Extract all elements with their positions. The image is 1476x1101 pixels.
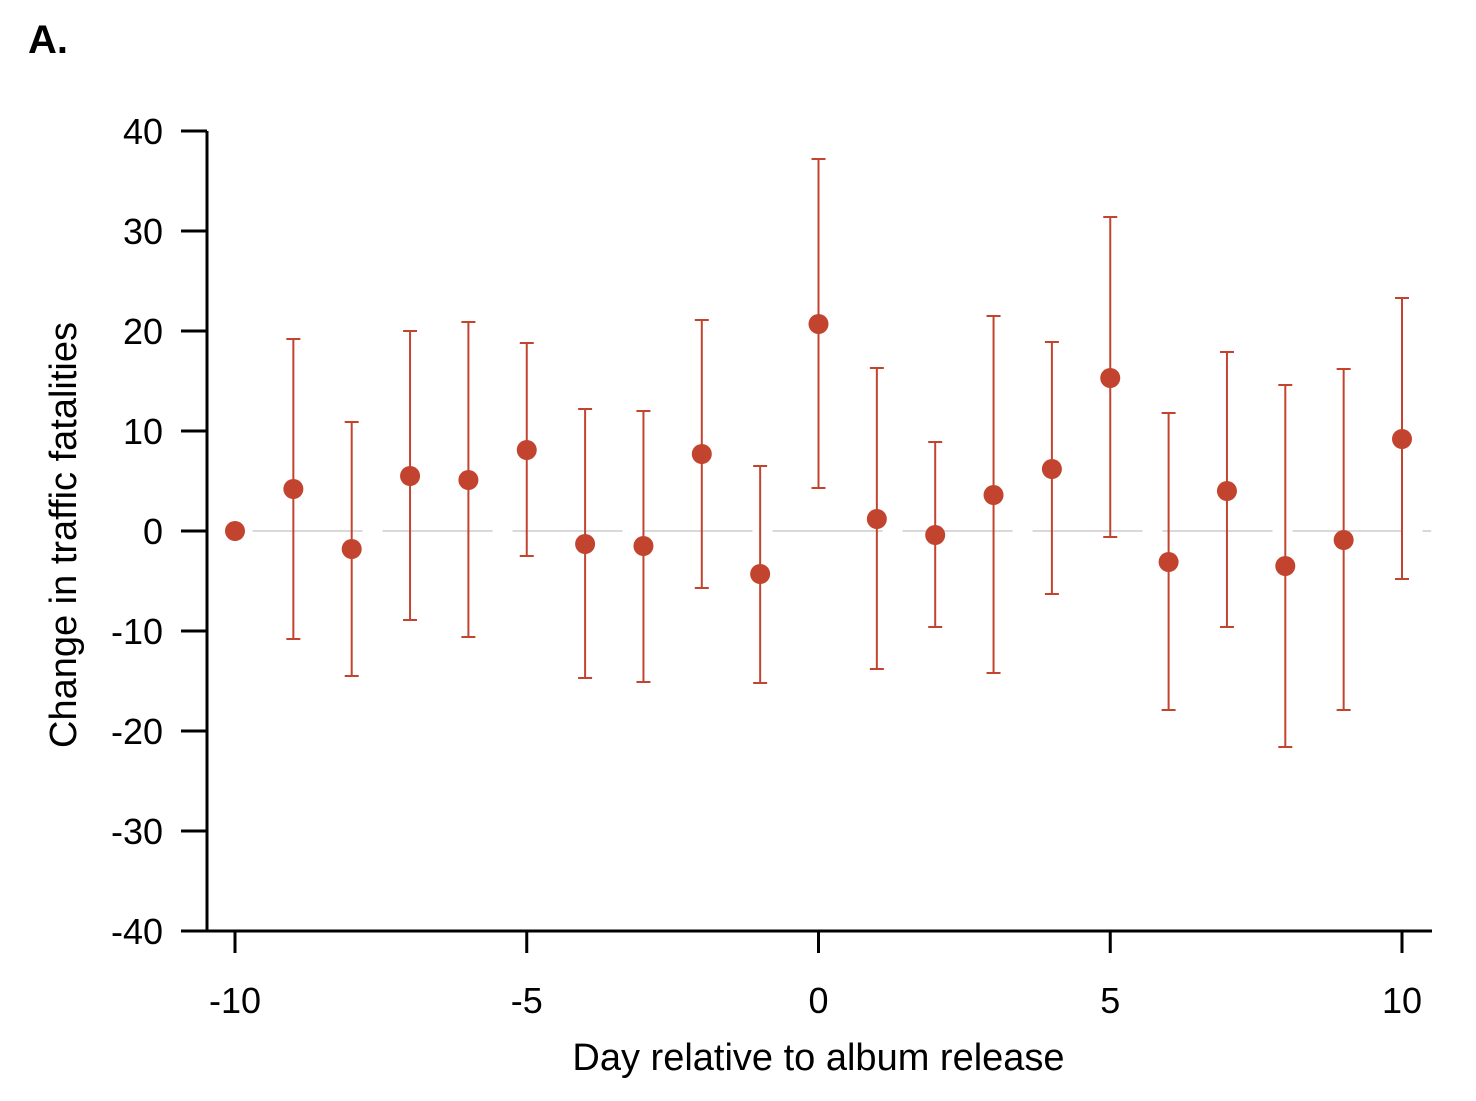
x-axis-title: Day relative to album release [572,1037,1064,1079]
y-tick-label: 30 [123,211,163,252]
data-point [1216,481,1237,501]
data-point [341,539,362,559]
x-tick-label: -10 [209,980,261,1021]
data-point [633,536,654,556]
x-tick-label: 5 [1100,980,1120,1021]
data-point [1158,552,1179,572]
data-point [1041,459,1062,479]
panel-label: A. [28,18,68,62]
y-tick-label: -10 [111,611,163,652]
data-point [925,525,946,545]
y-tick-label: 0 [143,511,163,552]
data-point [458,470,479,490]
y-axis-title: Change in traffic fatalities [43,322,85,748]
data-point [1392,429,1412,449]
x-tick-label: 0 [808,980,828,1021]
y-tick-label: 40 [123,111,163,152]
data-point [691,444,712,464]
data-point [983,485,1004,505]
data-point [750,564,771,584]
data-point [866,509,887,529]
data-point [1275,556,1296,576]
data-point [225,521,245,541]
x-axis-ticks: -10 -5 0 5 10 [209,931,1422,1021]
data-point [400,466,421,486]
data-point [575,534,596,554]
data-points [225,314,1412,584]
data-point [808,314,829,334]
data-point [1333,530,1354,550]
y-tick-label: -20 [111,711,163,752]
y-tick-label: 20 [123,311,163,352]
y-axis-ticks: 40 30 20 10 0 -10 -20 -30 -40 [111,111,207,952]
data-point [283,479,304,499]
y-tick-label: -40 [111,911,163,952]
data-point [516,440,537,460]
x-tick-label: 10 [1382,980,1422,1021]
x-tick-label: -5 [511,980,543,1021]
y-tick-label: 10 [123,411,163,452]
data-point [1100,368,1121,388]
y-tick-label: -30 [111,811,163,852]
error-bars [286,158,1409,748]
